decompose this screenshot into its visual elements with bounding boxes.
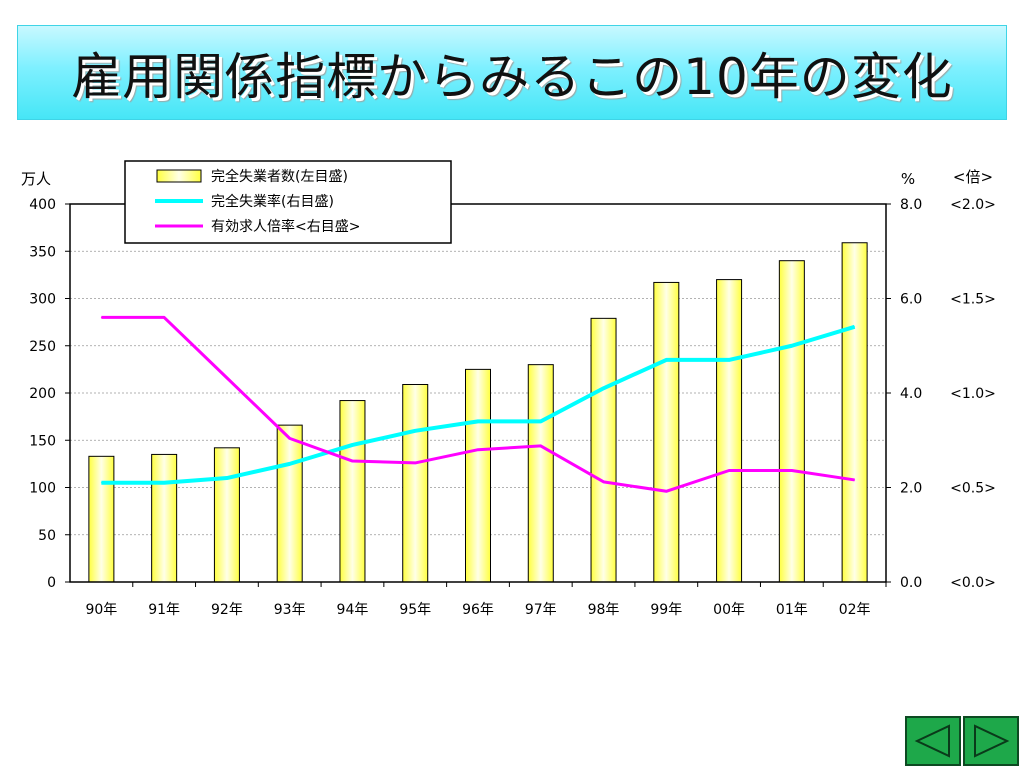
bar-unemployed-count	[842, 243, 867, 582]
line-job-offers-ratio-point	[101, 317, 102, 318]
x-tick-label: 95年	[399, 602, 431, 618]
line-job-offers-ratio-point	[854, 479, 855, 480]
left-tick-label: 50	[38, 528, 56, 544]
right-tick-label: 6.0	[900, 292, 922, 308]
left-axis-unit: 万人	[21, 170, 51, 188]
legend-swatch-bar	[157, 170, 201, 182]
right-tick-label: 0.0	[900, 575, 922, 591]
x-tick-label: 98年	[588, 602, 620, 618]
left-tick-label: 300	[29, 292, 56, 308]
x-tick-label: 94年	[337, 602, 369, 618]
legend-label: 完全失業者数(左目盛)	[211, 168, 348, 185]
bar-unemployed-count	[89, 456, 114, 582]
bar-unemployed-count	[654, 282, 679, 582]
left-tick-label: 100	[29, 481, 56, 497]
line-unemployment-rate-point	[164, 482, 165, 483]
right2-tick-label: <1.5>	[950, 292, 996, 308]
x-tick-label: 99年	[650, 602, 682, 618]
right2-tick-label: <0.0>	[950, 575, 996, 591]
chart: 0 50 100 150 200 250 300 350 400 0.0 2.0 4.0 6.0 8.0 <…	[0, 0, 1024, 768]
left-tick-label: 400	[29, 197, 56, 213]
left-tick-label: 200	[29, 386, 56, 402]
line-job-offers-ratio-point	[791, 470, 792, 471]
line-job-offers-ratio-point	[540, 445, 541, 446]
previous-slide-button[interactable]	[905, 716, 961, 766]
line-job-offers-ratio-point	[226, 377, 227, 378]
x-tick-label: 92年	[211, 602, 243, 618]
bar-unemployed-count	[779, 261, 804, 582]
line-job-offers-ratio-point	[729, 470, 730, 471]
line-unemployment-rate-point	[854, 326, 855, 327]
bar-unemployed-count	[466, 369, 491, 582]
next-slide-button[interactable]	[963, 716, 1019, 766]
line-unemployment-rate-point	[603, 388, 604, 389]
bar-unemployed-count	[717, 280, 742, 582]
right-tick-label: 4.0	[900, 386, 922, 402]
x-tick-label: 90年	[85, 602, 117, 618]
right2-tick-label: <1.0>	[950, 386, 996, 402]
left-tick-label: 350	[29, 244, 56, 260]
bar-unemployed-count	[340, 401, 365, 582]
legend-label: 有効求人倍率<右目盛>	[211, 218, 360, 235]
bar-unemployed-count	[152, 454, 177, 582]
bar-unemployed-count	[214, 448, 239, 582]
line-unemployment-rate-point	[540, 421, 541, 422]
x-tick-label: 01年	[776, 602, 808, 618]
line-unemployment-rate-point	[791, 345, 792, 346]
bar-unemployed-count	[591, 318, 616, 582]
x-tick-label: 96年	[462, 602, 494, 618]
line-unemployment-rate-point	[478, 421, 479, 422]
x-tick-label: 93年	[274, 602, 306, 618]
line-unemployment-rate-point	[352, 444, 353, 445]
line-unemployment-rate-point	[226, 478, 227, 479]
bar-unemployed-count	[277, 425, 302, 582]
line-unemployment-rate-point	[289, 463, 290, 464]
right-tick-label: 8.0	[900, 197, 922, 213]
line-job-offers-ratio-point	[289, 438, 290, 439]
left-tick-label: 150	[29, 433, 56, 449]
x-tick-label: 97年	[525, 602, 557, 618]
line-job-offers-ratio-point	[603, 481, 604, 482]
legend-label: 完全失業率(右目盛)	[211, 193, 334, 210]
line-job-offers-ratio-point	[352, 461, 353, 462]
x-tick-label: 00年	[713, 602, 745, 618]
line-job-offers-ratio-point	[666, 491, 667, 492]
line-job-offers-ratio-point	[164, 317, 165, 318]
left-tick-label: 250	[29, 339, 56, 355]
triangle-left-icon	[913, 723, 953, 759]
right-tick-label: 2.0	[900, 481, 922, 497]
line-unemployment-rate-point	[101, 482, 102, 483]
line-job-offers-ratio-point	[478, 449, 479, 450]
x-tick-label: 02年	[839, 602, 871, 618]
x-tick-label: 91年	[148, 602, 180, 618]
line-unemployment-rate-point	[666, 359, 667, 360]
bar-unemployed-count	[403, 384, 428, 582]
right2-tick-label: <0.5>	[950, 481, 996, 497]
right2-tick-label: <2.0>	[950, 197, 996, 213]
triangle-right-icon	[971, 723, 1011, 759]
right-axis-unit: %	[901, 170, 915, 188]
right2-axis-unit: <倍>	[953, 168, 993, 186]
line-job-offers-ratio-point	[415, 462, 416, 463]
left-tick-label: 0	[47, 575, 56, 591]
bar-unemployed-count	[528, 365, 553, 582]
line-unemployment-rate-point	[415, 430, 416, 431]
line-unemployment-rate-point	[729, 359, 730, 360]
